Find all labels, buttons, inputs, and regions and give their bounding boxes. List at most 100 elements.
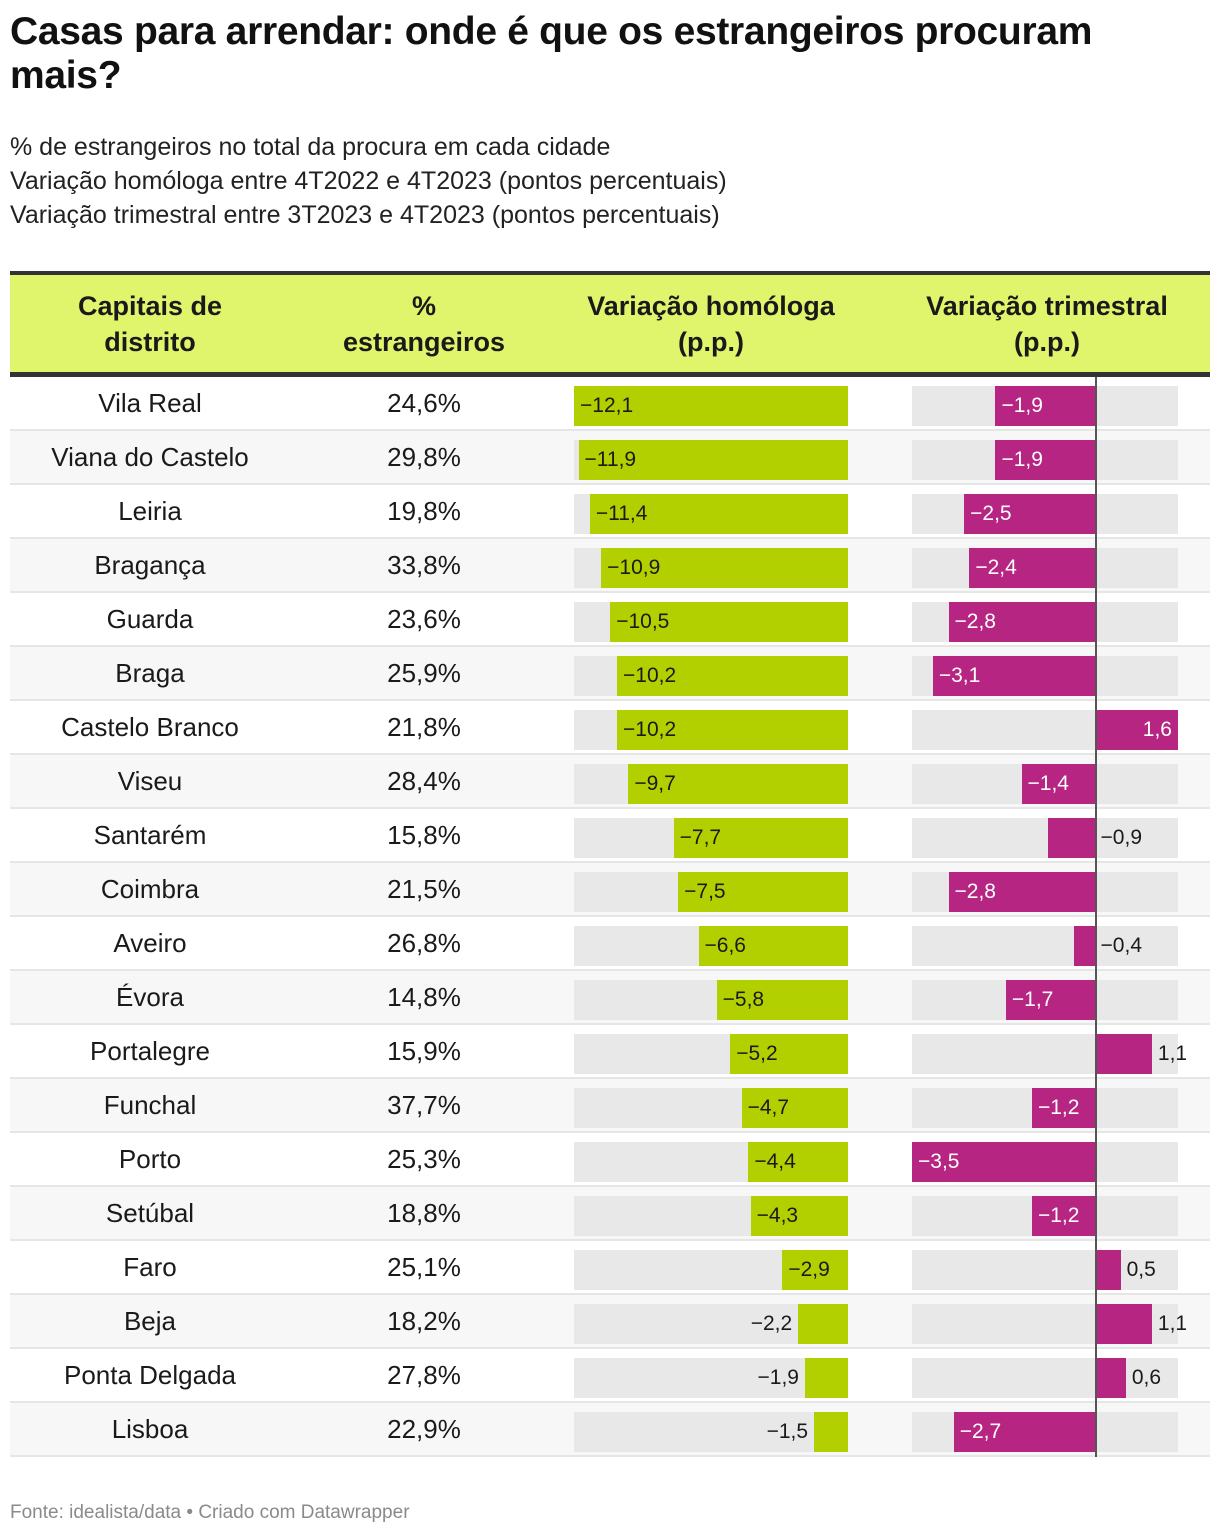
city-name: Setúbal [105, 1197, 195, 1228]
city-name: Porto [118, 1143, 182, 1174]
pct-estrangeiros: 33,8% [387, 549, 461, 580]
column-header-city[interactable]: Capitais de distrito [10, 275, 290, 372]
homologa-value-label: −11,9 [584, 448, 637, 471]
homologa-bar [814, 1412, 848, 1452]
table-row: Aveiro 26,8% −6,6 −0,4 [10, 917, 1210, 971]
homologa-value-label: −4,4 [754, 1150, 796, 1173]
pct-estrangeiros: 25,3% [387, 1143, 461, 1174]
source-footer: Fonte: idealista/data • Criado com Dataw… [10, 1502, 410, 1523]
pct-estrangeiros: 18,8% [387, 1197, 461, 1228]
homologa-bar [678, 872, 848, 912]
table-row: Guarda 23,6% −10,5 −2,8 [10, 593, 1210, 647]
homologa-value-label: −7,5 [684, 880, 726, 903]
subtitle-line: Variação homóloga entre 4T2022 e 4T2023 … [10, 167, 727, 195]
header-line: Variação homóloga [587, 290, 835, 321]
trimestral-value-label: −1,2 [1037, 1204, 1080, 1227]
pct-estrangeiros: 26,8% [387, 927, 461, 958]
city-name: Faro [123, 1251, 177, 1282]
table-row: Coimbra 21,5% −7,5 −2,8 [10, 863, 1210, 917]
header-line: % [411, 290, 436, 321]
pct-estrangeiros: 15,8% [387, 819, 461, 850]
header-line: (p.p.) [1014, 326, 1080, 357]
trimestral-value-label: 0,5 [1126, 1258, 1156, 1281]
column-header-trimestral[interactable]: Variação trimestral (p.p.) [902, 275, 1192, 372]
trimestral-bar [1021, 764, 1095, 804]
trimestral-bar [995, 440, 1095, 480]
pct-estrangeiros: 27,8% [387, 1359, 461, 1390]
city-name: Portalegre [90, 1035, 210, 1066]
table-row: Beja 18,2% −2,2 1,1 [10, 1295, 1210, 1349]
homologa-value-label: −6,6 [704, 934, 746, 957]
city-name: Leiria [118, 495, 182, 526]
column-header-homologa[interactable]: Variação homóloga (p.p.) [574, 275, 848, 372]
homologa-bar [750, 1196, 848, 1236]
header-line: distrito [104, 326, 196, 357]
city-name: Castelo Branco [61, 711, 239, 742]
city-name: Santarém [93, 819, 207, 850]
trimestral-bar [948, 872, 1095, 912]
homologa-value-label: −10,2 [623, 718, 677, 741]
homologa-value-label: −5,2 [736, 1042, 778, 1065]
pct-estrangeiros: 37,7% [387, 1089, 461, 1120]
homologa-value-label: −1,9 [757, 1366, 799, 1389]
homologa-value-label: −4,3 [756, 1204, 799, 1227]
trimestral-value-label: −3,1 [938, 664, 981, 687]
homologa-value-label: −9,7 [634, 772, 676, 795]
table-row: Viana do Castelo 29,8% −11,9 −1,9 [10, 431, 1210, 485]
city-name: Braga [115, 657, 185, 688]
table-row: Portalegre 15,9% −5,2 1,1 [10, 1025, 1210, 1079]
homologa-value-label: −5,8 [722, 988, 765, 1011]
column-header-pct[interactable]: % estrangeiros [324, 275, 524, 372]
city-name: Aveiro [113, 927, 187, 958]
trimestral-bar [953, 1412, 1095, 1452]
pct-estrangeiros: 25,1% [387, 1251, 461, 1282]
pct-estrangeiros: 29,8% [387, 441, 461, 472]
city-name: Lisboa [111, 1413, 189, 1444]
header-line: estrangeiros [342, 326, 506, 357]
trimestral-value-label: −3,5 [918, 1150, 960, 1173]
table-row: Setúbal 18,8% −4,3 −1,2 [10, 1187, 1210, 1241]
homologa-bar [798, 1304, 848, 1344]
homologa-value-label: −10,9 [607, 556, 661, 579]
trimestral-bar [1094, 710, 1178, 750]
trimestral-bar-track [912, 1250, 1178, 1290]
homologa-bar [673, 818, 848, 858]
table-row: Castelo Branco 21,8% −10,2 1,6 [10, 701, 1210, 755]
header-line: Variação trimestral [926, 290, 1168, 321]
city-name: Vila Real [98, 387, 202, 418]
table-row: Funchal 37,7% −4,7 −1,2 [10, 1079, 1210, 1133]
city-name: Funchal [103, 1089, 197, 1120]
trimestral-bar-track [912, 818, 1178, 858]
trimestral-bar [948, 602, 1095, 642]
homologa-value-label: −4,7 [747, 1096, 790, 1119]
trimestral-bar [1047, 818, 1095, 858]
homologa-bar-track [574, 1412, 848, 1452]
trimestral-value-label: −1,7 [1011, 988, 1054, 1011]
trimestral-value-label: −2,8 [954, 880, 996, 903]
pct-estrangeiros: 21,8% [387, 711, 461, 742]
table-row: Santarém 15,8% −7,7 −0,9 [10, 809, 1210, 863]
trimestral-bar [1094, 1034, 1152, 1074]
pct-estrangeiros: 23,6% [387, 603, 461, 634]
homologa-bar [601, 548, 848, 588]
trimestral-value-label: −2,7 [959, 1420, 1002, 1443]
homologa-bar [730, 1034, 848, 1074]
homologa-value-label: −2,2 [750, 1312, 793, 1335]
header-line: (p.p.) [678, 326, 744, 357]
homologa-value-label: −10,2 [623, 664, 677, 687]
trimestral-value-label: −1,2 [1037, 1096, 1080, 1119]
trimestral-bar [1094, 1358, 1126, 1398]
city-name: Viana do Castelo [51, 441, 249, 472]
city-name: Bragança [94, 549, 206, 580]
pct-estrangeiros: 15,9% [387, 1035, 461, 1066]
homologa-bar [574, 386, 848, 426]
chart-subtitle: % de estrangeiros no total da procura em… [10, 130, 727, 232]
trimestral-bar [1073, 926, 1095, 966]
homologa-bar [716, 980, 848, 1020]
homologa-bar [748, 1142, 848, 1182]
trimestral-value-label: 0,6 [1131, 1366, 1162, 1389]
trimestral-bar [932, 656, 1095, 696]
trimestral-value-label: −0,9 [1100, 826, 1143, 849]
trimestral-bar [969, 548, 1095, 588]
table-header: Capitais de distrito % estrangeiros Variaç… [10, 271, 1210, 377]
